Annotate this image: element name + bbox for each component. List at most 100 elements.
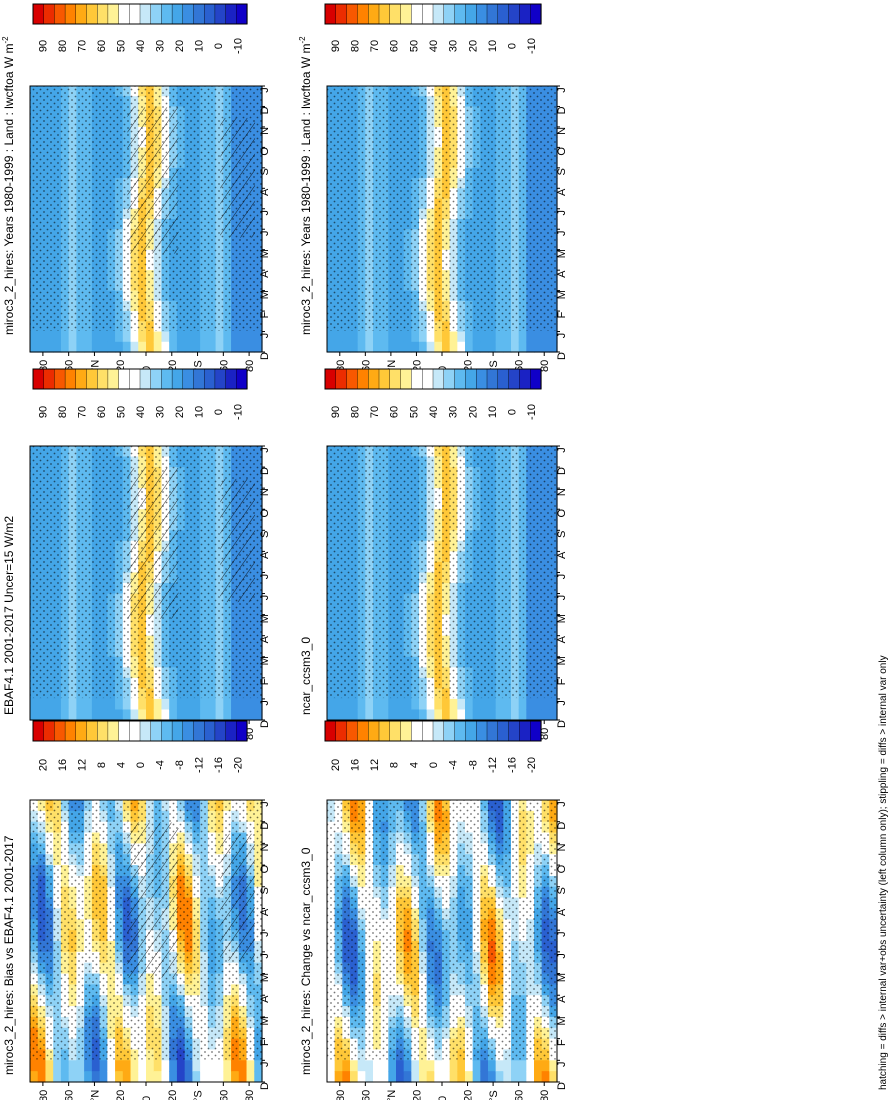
colorbar-tick-label: 30 — [448, 406, 460, 418]
heatmap-cell — [122, 1071, 132, 1083]
colorbar-swatch — [508, 3, 521, 25]
colorbar-swatch — [32, 3, 45, 25]
lat-tick-label: °S — [193, 1090, 205, 1100]
heatmap-cell — [334, 1071, 343, 1083]
colorbar-tick-label: 8 — [96, 762, 108, 768]
heatmap-cell — [207, 1071, 217, 1083]
colorbar-swatch — [389, 368, 402, 390]
colorbar-swatch — [86, 368, 98, 390]
heatmap-cell — [449, 1071, 458, 1083]
colorbar-swatch — [400, 3, 413, 25]
heatmap-cell — [434, 1071, 443, 1083]
heatmap-cell — [403, 331, 412, 343]
heatmap-cell — [380, 698, 389, 711]
heatmap-cell — [122, 709, 132, 721]
colorbar-frame — [324, 3, 542, 25]
heatmap-cell — [115, 1071, 124, 1083]
heatmap-cell — [176, 698, 186, 711]
heatmap-cell — [511, 1060, 520, 1072]
heatmap-cell — [411, 1071, 420, 1083]
heatmap-cell — [45, 709, 54, 721]
heatmap-cell — [419, 1071, 428, 1083]
month-tick-label: F — [259, 311, 271, 318]
colorbar-swatch — [465, 3, 477, 25]
month-tick-label: J — [259, 931, 271, 937]
heatmap-cell — [365, 709, 374, 721]
month-tick-label: O — [259, 509, 271, 518]
colorbar-swatch — [129, 3, 141, 25]
month-tick-label: D — [556, 352, 568, 360]
heatmap-cell — [511, 709, 520, 721]
heatmap-cell — [465, 341, 474, 353]
heatmap-cell — [488, 709, 497, 721]
heatmap-cell — [153, 1060, 163, 1072]
heatmap-cell — [130, 709, 139, 721]
heatmap-cell — [549, 709, 558, 721]
colorbar-swatch — [368, 3, 380, 25]
heatmap-cell — [388, 698, 397, 711]
colorbar-tick-label: 90 — [38, 40, 50, 52]
month-tick-label: A — [556, 635, 568, 643]
colorbar-swatch — [389, 3, 402, 25]
heatmap-cell — [76, 1071, 85, 1083]
month-tick-label: D — [259, 352, 271, 360]
heatmap-cell — [161, 1071, 170, 1083]
month-tick-label: J — [556, 333, 568, 339]
colorbar-swatch — [96, 368, 109, 390]
lat-tick-label: 80 — [244, 1090, 256, 1100]
heatmap-cell — [480, 1071, 489, 1083]
heatmap-cell — [342, 1071, 351, 1083]
heatmap-cell — [526, 331, 535, 343]
heatmap-cell — [246, 341, 255, 353]
colorbar-tick-label: 10 — [487, 40, 499, 52]
panel-title: miroc3_2_hires: Years 1980-1999 : Land :… — [298, 36, 313, 335]
colorbar-tick-label: 70 — [369, 40, 381, 52]
heatmap-cell — [403, 698, 412, 711]
heatmap-cell — [541, 709, 550, 721]
colorbar-swatch — [497, 368, 510, 390]
month-tick-label: J — [259, 1062, 271, 1068]
heatmap-cell — [380, 709, 389, 721]
colorbar-tick-label: 30 — [448, 40, 460, 52]
heatmap-cell — [115, 709, 124, 721]
heatmap-cell — [223, 1071, 232, 1083]
heatmap-cell — [334, 331, 343, 343]
colorbar-frame — [32, 720, 248, 742]
heatmap-cell — [396, 1060, 405, 1072]
heatmap-cell — [488, 1071, 497, 1083]
heatmap-cell — [107, 698, 116, 711]
colorbar-swatch — [497, 3, 510, 25]
heatmap-cell — [495, 1060, 504, 1072]
heatmap-cell — [91, 331, 101, 343]
heatmap-cell — [91, 709, 101, 721]
colorbar-swatch — [476, 368, 488, 390]
colorbar-swatch — [214, 368, 227, 390]
month-tick-label: J — [556, 87, 568, 93]
panel-4: 8060°N20020°S6080DJFMAMJJASONDJncar_ccsm… — [299, 368, 568, 740]
heatmap-cell — [396, 341, 405, 353]
colorbar-tick-label: -4 — [154, 760, 166, 770]
panel-title: ncar_ccsm3_0 — [299, 637, 313, 715]
heatmap-cell — [373, 698, 382, 711]
colorbar-swatch — [118, 720, 130, 742]
heatmap-cell — [495, 709, 504, 721]
colorbar-swatch — [139, 368, 152, 390]
colorbar-tick-label: 80 — [57, 40, 69, 52]
colorbar-tick-label: 70 — [77, 40, 89, 52]
heatmap-cell — [503, 709, 512, 721]
heatmap-cell — [534, 698, 543, 711]
colorbar-swatch — [32, 720, 45, 742]
heatmap-cell — [30, 709, 39, 721]
heatmap-cell — [350, 1060, 359, 1072]
heatmap-cell — [334, 698, 343, 711]
month-tick-label: N — [259, 843, 271, 851]
colorbar-tick-label: -12 — [193, 757, 205, 773]
colorbar-swatch — [129, 368, 141, 390]
heatmap-cell — [495, 331, 504, 343]
colorbar-swatch — [476, 3, 488, 25]
heatmap-cell — [350, 331, 359, 343]
colorbar-swatch — [443, 368, 456, 390]
heatmap-cell — [146, 1060, 155, 1072]
colorbar-tick-label: 50 — [408, 40, 420, 52]
colorbar-tick-label: 40 — [428, 406, 440, 418]
